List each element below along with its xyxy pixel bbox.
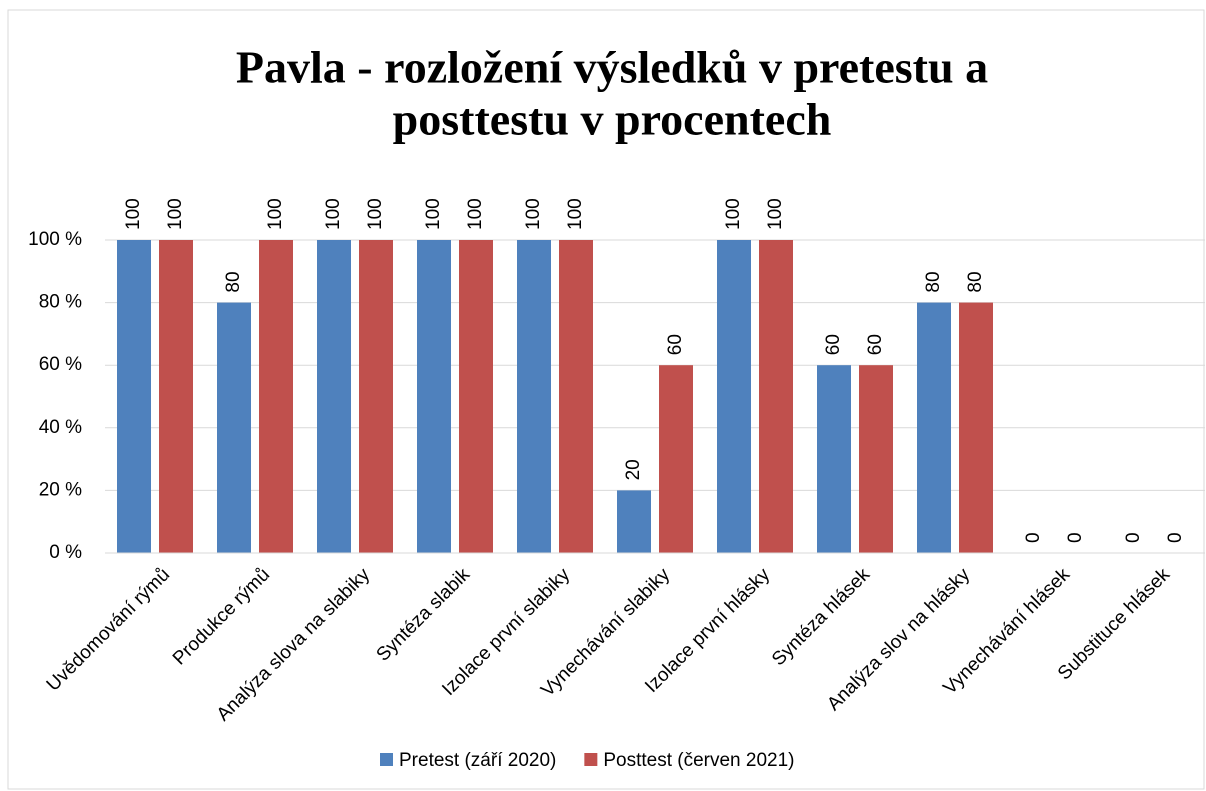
bar (817, 365, 851, 553)
bar (917, 302, 951, 553)
data-label: 80 (965, 271, 986, 292)
data-label: 0 (1165, 532, 1186, 543)
data-label: 60 (823, 334, 844, 355)
y-tick-label: 40 % (39, 417, 82, 438)
data-label: 0 (1065, 532, 1086, 543)
data-label: 100 (465, 198, 486, 230)
data-label: 0 (1123, 532, 1144, 543)
data-label: 100 (365, 198, 386, 230)
legend-label: Pretest (září 2020) (399, 750, 556, 771)
data-label: 100 (523, 198, 544, 230)
legend-label: Posttest (červen 2021) (603, 750, 794, 771)
y-tick-label: 100 % (28, 229, 82, 250)
data-label: 100 (165, 198, 186, 230)
bar (559, 240, 593, 553)
data-label: 60 (665, 334, 686, 355)
bar (159, 240, 193, 553)
bar (617, 490, 651, 553)
bar (759, 240, 793, 553)
legend-swatch (584, 753, 598, 766)
bar (359, 240, 393, 553)
data-label: 100 (323, 198, 344, 230)
bar (517, 240, 551, 553)
data-label: 80 (923, 271, 944, 292)
data-label: 100 (765, 198, 786, 230)
bar (217, 302, 251, 553)
y-tick-label: 20 % (39, 479, 82, 500)
bar (459, 240, 493, 553)
data-label: 0 (1023, 532, 1044, 543)
data-label: 60 (865, 334, 886, 355)
legend-swatch (380, 753, 393, 766)
chart-title: posttestu v procentech (393, 94, 832, 145)
bar (317, 240, 351, 553)
bar (859, 365, 893, 553)
bar (259, 240, 293, 553)
data-label: 20 (623, 459, 644, 480)
bar (117, 240, 151, 553)
data-label: 80 (223, 271, 244, 292)
y-tick-label: 80 % (39, 292, 82, 313)
chart-title: Pavla - rozložení výsledků v pretestu a (236, 42, 988, 93)
bar (717, 240, 751, 553)
chart-border (7, 9, 1205, 790)
data-label: 100 (123, 198, 144, 230)
data-label: 100 (265, 198, 286, 230)
y-tick-label: 0 % (49, 542, 82, 563)
data-label: 100 (423, 198, 444, 230)
bar (659, 365, 693, 553)
bar (959, 302, 993, 553)
data-label: 100 (565, 198, 586, 230)
y-tick-label: 60 % (39, 354, 82, 375)
bar (417, 240, 451, 553)
data-label: 100 (723, 198, 744, 230)
